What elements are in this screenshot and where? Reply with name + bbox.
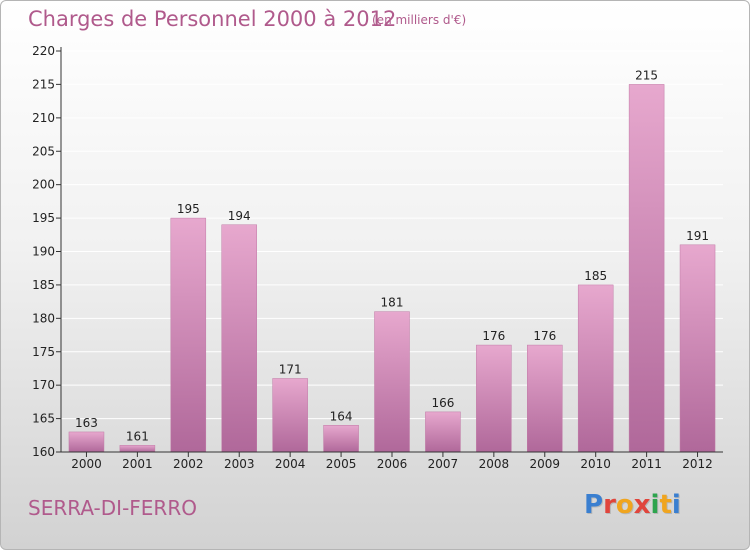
x-tick-label: 2010	[580, 457, 611, 471]
bar-2012	[679, 244, 716, 453]
x-tick-label: 2003	[224, 457, 255, 471]
data-label-2002: 195	[177, 202, 200, 216]
y-tick-label: 220	[32, 44, 55, 58]
bar-2006	[374, 311, 410, 453]
x-tick-label: 2000	[71, 457, 102, 471]
data-label-2006: 181	[381, 296, 404, 310]
data-label-2001: 161	[126, 429, 149, 443]
y-tick-label: 210	[32, 111, 55, 125]
bar-2007	[425, 411, 461, 453]
x-tick-label: 2004	[275, 457, 306, 471]
y-tick-label: 200	[32, 178, 55, 192]
y-tick-label: 215	[32, 77, 55, 91]
bar-2004	[272, 378, 308, 453]
x-tick-label: 2007	[428, 457, 459, 471]
chart-unit: (en milliers d'€)	[372, 13, 467, 27]
y-tick-label: 180	[32, 311, 55, 325]
y-tick-label: 205	[32, 144, 55, 158]
data-label-2005: 164	[330, 409, 353, 423]
bar-2001	[119, 445, 156, 453]
commune-name: SERRA-DI-FERRO	[28, 496, 197, 520]
x-tick-label: 2008	[479, 457, 510, 471]
data-label-2004: 171	[279, 362, 302, 376]
proxiti-logo[interactable]: Proxiti	[584, 490, 681, 520]
x-tick-label: 2005	[326, 457, 357, 471]
data-label-2010: 185	[584, 269, 607, 283]
x-tick-label: 2001	[122, 457, 153, 471]
bar-2008	[476, 344, 512, 453]
x-tick-label: 2009	[529, 457, 560, 471]
x-tick-label: 2006	[377, 457, 408, 471]
data-label-2011: 215	[635, 68, 658, 82]
bar-2010	[577, 284, 614, 453]
y-tick-label: 160	[32, 445, 55, 459]
data-label-2000: 163	[75, 416, 98, 430]
y-tick-label: 170	[32, 378, 55, 392]
chart-title: Charges de Personnel 2000 à 2012	[28, 7, 397, 31]
y-tick-label: 175	[32, 345, 55, 359]
y-tick-label: 195	[32, 211, 55, 225]
y-tick-label: 185	[32, 278, 55, 292]
y-tick-label: 165	[32, 412, 55, 426]
data-label-2008: 176	[482, 329, 505, 343]
bar-2011	[628, 84, 665, 453]
x-tick-label: 2011	[631, 457, 662, 471]
data-label-2012: 191	[686, 229, 709, 243]
bar-2002	[170, 217, 207, 453]
y-tick-label: 190	[32, 245, 55, 259]
bar-2005	[323, 425, 359, 453]
data-label-2009: 176	[533, 329, 556, 343]
x-tick-label: 2002	[173, 457, 204, 471]
bar-2009	[527, 344, 563, 453]
data-label-2007: 166	[431, 396, 454, 410]
bar-2003	[221, 224, 257, 453]
x-tick-label: 2012	[682, 457, 713, 471]
data-label-2003: 194	[228, 209, 251, 223]
bar-2000	[68, 431, 105, 453]
